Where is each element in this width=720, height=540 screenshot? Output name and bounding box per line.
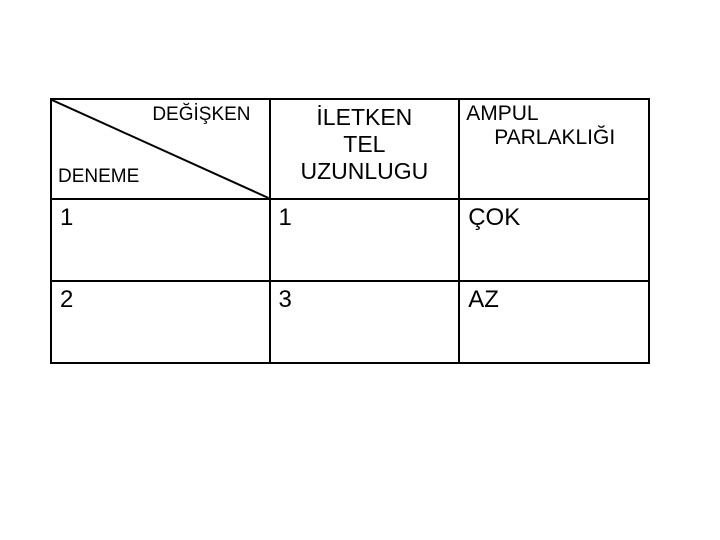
header-variable-label: DEĞİŞKEN xyxy=(152,104,250,126)
header-col3-line1: AMPUL xyxy=(466,102,640,126)
header-col3: AMPUL PARLAKLIĞI xyxy=(459,99,649,199)
header-trial-label: DENEME xyxy=(58,166,139,188)
cell-r1-c2: 1 xyxy=(270,199,460,281)
cell-r1-c1: 1 xyxy=(51,199,270,281)
header-col2-line1: İLETKEN xyxy=(279,104,451,131)
header-col2-line3: UZUNLUGU xyxy=(279,158,451,185)
header-col2: İLETKEN TEL UZUNLUGU xyxy=(270,99,460,199)
header-col2-line2: TEL xyxy=(279,131,451,158)
cell-r1-c3: ÇOK xyxy=(459,199,649,281)
diagonal-header-cell: DEĞİŞKEN DENEME xyxy=(51,99,270,199)
cell-r2-c3: AZ xyxy=(459,281,649,363)
header-col3-line2: PARLAKLIĞI xyxy=(466,126,640,150)
table-row: 1 1 ÇOK xyxy=(51,199,649,281)
table-row: 2 3 AZ xyxy=(51,281,649,363)
cell-r2-c2: 3 xyxy=(270,281,460,363)
table: DEĞİŞKEN DENEME İLETKEN TEL UZUNLUGU AMP… xyxy=(50,98,650,364)
cell-r2-c1: 2 xyxy=(51,281,270,363)
experiment-table: DEĞİŞKEN DENEME İLETKEN TEL UZUNLUGU AMP… xyxy=(50,98,650,364)
header-row: DEĞİŞKEN DENEME İLETKEN TEL UZUNLUGU AMP… xyxy=(51,99,649,199)
